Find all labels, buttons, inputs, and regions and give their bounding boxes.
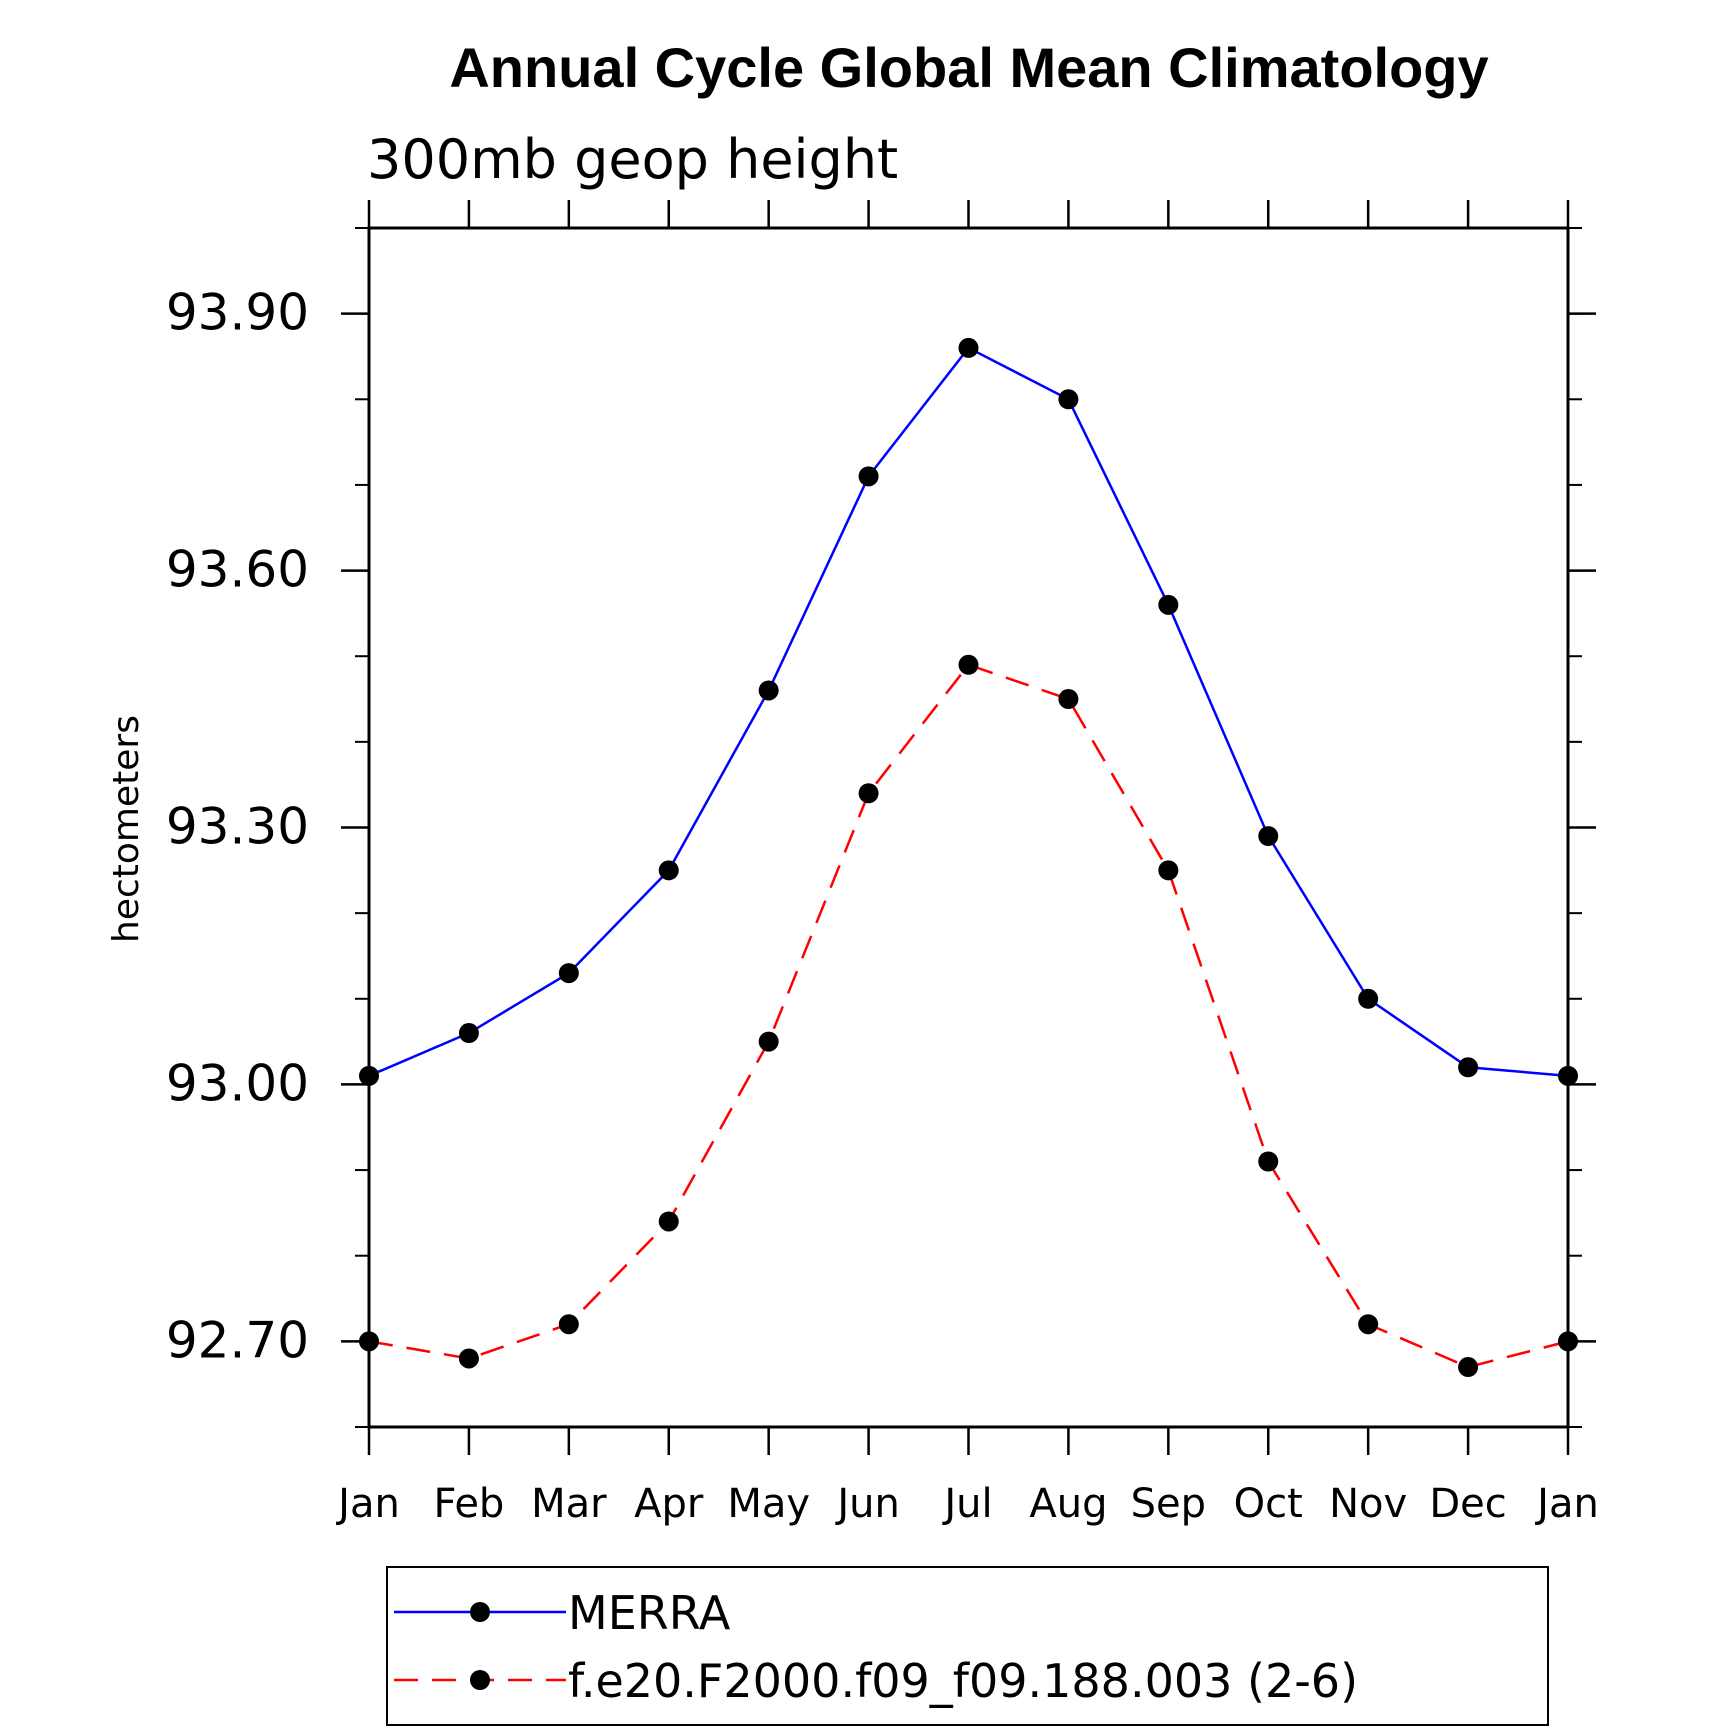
x-tick-label: Nov — [1329, 1481, 1407, 1527]
x-tick-label: Dec — [1429, 1481, 1506, 1527]
x-tick-label: Apr — [634, 1481, 704, 1527]
legend-label-model: f.e20.F2000.f09_f09.188.003 (2-6) — [568, 1654, 1358, 1708]
legend-marker-model — [470, 1670, 490, 1690]
x-tick-label: Jun — [834, 1481, 900, 1527]
x-tick-label: Oct — [1234, 1481, 1303, 1527]
data-point — [1458, 1357, 1479, 1378]
legend-box — [386, 1566, 1549, 1726]
y-tick-label: 93.90 — [166, 284, 309, 342]
data-point — [1358, 988, 1379, 1009]
x-tick-label: May — [727, 1481, 810, 1527]
data-point — [1558, 1331, 1578, 1352]
x-tick-label: Mar — [531, 1481, 607, 1527]
chart-title: Annual Cycle Global Mean Climatology — [449, 36, 1488, 99]
series-merra — [359, 337, 1578, 1086]
series-layer — [359, 337, 1578, 1378]
x-tick-label: Jan — [1534, 1481, 1599, 1527]
x-axis-ticks — [367, 200, 1570, 1455]
data-point — [658, 860, 679, 881]
x-tick-label: Jul — [941, 1481, 992, 1527]
data-point — [1158, 594, 1179, 615]
series-model — [359, 654, 1578, 1378]
data-point — [1258, 826, 1279, 847]
x-axis-tick-labels: Jan Feb Mar Apr May Jun Jul Aug Sep Oct Nov Dec Jan — [335, 1481, 1599, 1527]
y-tick-label: 93.30 — [166, 798, 309, 856]
legend-marker-merra — [470, 1602, 490, 1622]
y-tick-label: 93.60 — [166, 541, 309, 599]
x-tick-label: Feb — [434, 1481, 505, 1527]
data-point — [1558, 1065, 1578, 1086]
data-point — [858, 783, 879, 804]
x-tick-label: Sep — [1131, 1481, 1206, 1527]
data-point — [1458, 1057, 1479, 1078]
y-tick-label: 92.70 — [166, 1311, 309, 1369]
y-tick-label: 93.00 — [166, 1054, 309, 1112]
x-tick-label: Jan — [335, 1481, 400, 1527]
data-point — [658, 1211, 679, 1232]
legend-label-merra: MERRA — [568, 1586, 731, 1640]
data-point — [958, 337, 979, 358]
data-point — [1258, 1151, 1279, 1172]
data-point — [858, 466, 879, 487]
chart-subtitle: 300mb geop height — [367, 128, 898, 191]
series-line — [368, 663, 1569, 1369]
data-point — [359, 1331, 379, 1352]
data-point — [958, 654, 979, 675]
data-point — [758, 1031, 779, 1052]
y-axis-label: hectometers — [106, 715, 147, 943]
data-point — [758, 680, 779, 701]
y-axis-tick-labels: 93.90 93.60 93.30 93.00 92.70 — [166, 284, 309, 1370]
data-point — [1058, 689, 1079, 710]
data-point — [359, 1065, 379, 1086]
data-point — [1158, 860, 1179, 881]
x-tick-label: Aug — [1029, 1481, 1107, 1527]
legend: MERRA f.e20.F2000.f09_f09.188.003 (2-6) — [386, 1566, 1549, 1726]
data-point — [1358, 1314, 1379, 1335]
plot-frame — [367, 226, 1570, 1429]
data-point — [458, 1348, 479, 1369]
data-point — [458, 1023, 479, 1044]
data-point — [558, 1314, 579, 1335]
y-axis-ticks — [341, 227, 1596, 1428]
series-line — [368, 346, 1569, 1078]
data-point — [558, 963, 579, 984]
data-point — [1058, 389, 1079, 410]
